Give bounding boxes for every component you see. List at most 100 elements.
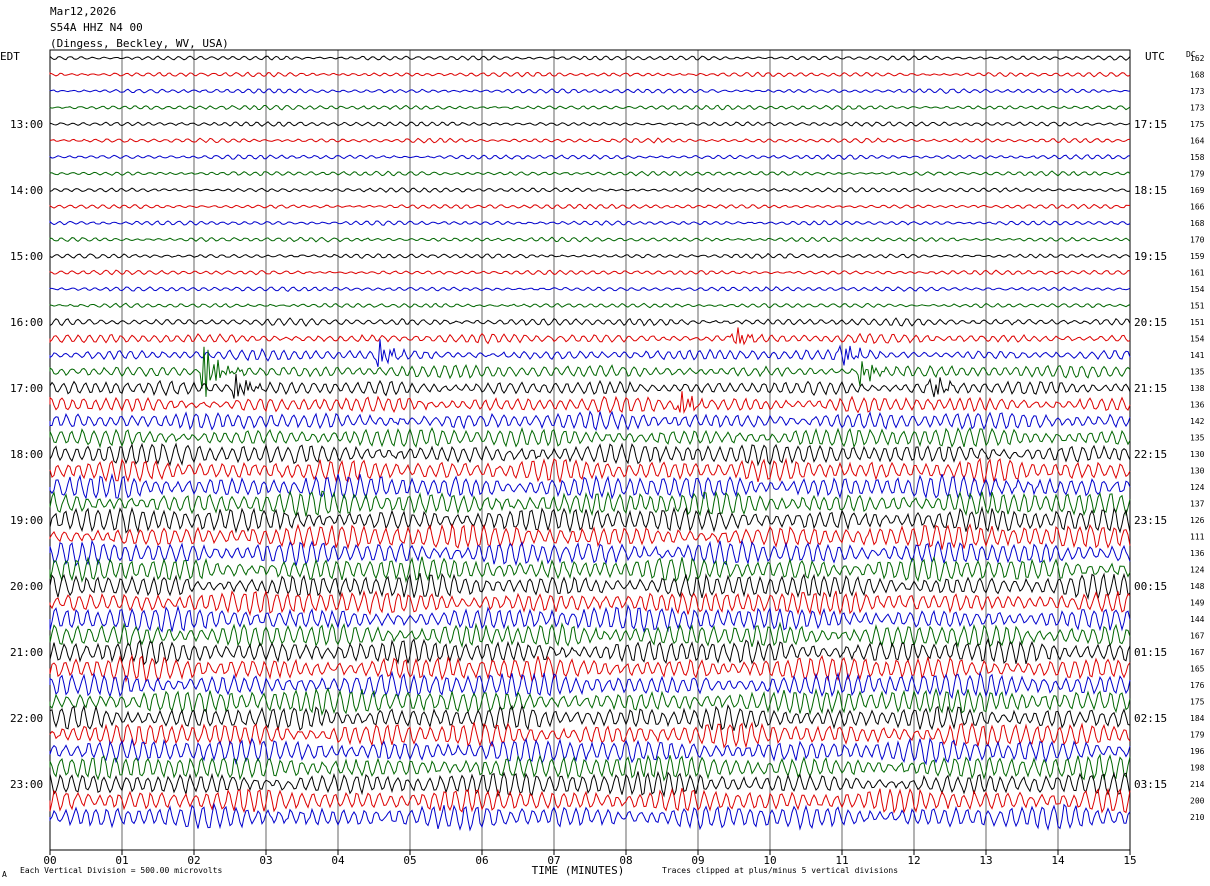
right-hour-label: 03:15 — [1134, 778, 1167, 791]
x-tick-label: 09 — [691, 854, 704, 867]
right-hour-label: 21:15 — [1134, 382, 1167, 395]
dc-offset-label: 168 — [1190, 219, 1205, 228]
x-tick-label: 04 — [331, 854, 345, 867]
dc-offset-label: 135 — [1190, 434, 1205, 443]
dc-offset-label: 137 — [1190, 500, 1205, 509]
dc-offset-label: 173 — [1190, 104, 1205, 113]
dc-label: DC — [1186, 50, 1196, 59]
clip-note: Traces clipped at plus/minus 5 vertical … — [662, 866, 899, 875]
x-tick-label: 08 — [619, 854, 632, 867]
x-axis-label: TIME (MINUTES) — [532, 864, 625, 877]
trace-line — [49, 753, 1131, 782]
dc-offset-label: 175 — [1190, 698, 1205, 707]
x-tick-label: 15 — [1123, 854, 1136, 867]
plot-frame — [49, 49, 1131, 851]
trace-line — [49, 523, 1131, 550]
trace-line — [49, 653, 1131, 683]
trace-line — [49, 374, 1131, 399]
trace-line — [49, 236, 1131, 243]
x-tick-label: 03 — [259, 854, 272, 867]
trace-line — [49, 203, 1131, 210]
dc-offset-label: 162 — [1190, 54, 1205, 63]
right-hour-label: 01:15 — [1134, 646, 1167, 659]
dc-offset-label: 175 — [1190, 120, 1205, 129]
left-hour-label: 13:00 — [10, 118, 43, 131]
right-hour-label: 23:15 — [1134, 514, 1167, 527]
trace-line — [49, 737, 1131, 766]
trace-line — [49, 670, 1131, 700]
dc-offset-label: 159 — [1190, 252, 1205, 261]
x-tick-label: 07 — [547, 854, 560, 867]
dc-offset-label: 214 — [1190, 780, 1205, 789]
trace-line — [49, 505, 1131, 534]
dc-offset-label: 130 — [1190, 467, 1205, 476]
right-hour-label: 17:15 — [1134, 118, 1167, 131]
left-hour-label: 15:00 — [10, 250, 43, 263]
left-hour-label: 22:00 — [10, 712, 43, 725]
x-tick-label: 05 — [403, 854, 416, 867]
left-hour-label: 16:00 — [10, 316, 43, 329]
left-timezone: EDT — [0, 50, 20, 63]
right-hour-label: 02:15 — [1134, 712, 1167, 725]
x-tick-label: 00 — [43, 854, 56, 867]
dc-offset-label: 198 — [1190, 764, 1205, 773]
trace-line — [49, 121, 1131, 127]
x-tick-label: 12 — [907, 854, 920, 867]
x-tick-label: 02 — [187, 854, 200, 867]
x-tick-label: 10 — [763, 854, 776, 867]
left-hour-label: 14:00 — [10, 184, 43, 197]
x-tick-label: 14 — [1051, 854, 1065, 867]
dc-offset-label: 196 — [1190, 747, 1205, 756]
dc-offset-label: 124 — [1190, 483, 1205, 492]
trace-line — [49, 302, 1131, 309]
x-tick-label: 01 — [115, 854, 128, 867]
dc-offset-label: 148 — [1190, 582, 1205, 591]
dc-offset-label: 164 — [1190, 137, 1205, 146]
trace-line — [49, 391, 1131, 414]
trace-line — [49, 219, 1131, 226]
trace-line — [49, 637, 1131, 666]
right-hour-label: 18:15 — [1134, 184, 1167, 197]
trace-line — [49, 572, 1131, 601]
trace-line — [49, 770, 1131, 798]
dc-offset-label: 135 — [1190, 368, 1205, 377]
trace-line — [49, 327, 1131, 346]
trace-line — [49, 71, 1131, 78]
dc-offset-label: 173 — [1190, 87, 1205, 96]
dc-offset-label: 170 — [1190, 236, 1205, 245]
corner-mark: A — [2, 870, 7, 879]
dc-offset-label: 168 — [1190, 71, 1205, 80]
left-hour-label: 17:00 — [10, 382, 43, 395]
location-label: (Dingess, Beckley, WV, USA) — [50, 37, 229, 50]
dc-offset-label: 176 — [1190, 681, 1205, 690]
dc-offset-label: 124 — [1190, 566, 1205, 575]
dc-offset-label: 210 — [1190, 813, 1205, 822]
x-tick-label: 13 — [979, 854, 992, 867]
left-hour-label: 20:00 — [10, 580, 43, 593]
trace-line — [49, 269, 1131, 276]
dc-offset-label: 179 — [1190, 731, 1205, 740]
trace-line — [49, 589, 1131, 617]
dc-offset-label: 166 — [1190, 203, 1205, 212]
date-label: Mar12,2026 — [50, 5, 117, 18]
trace-line — [49, 457, 1131, 483]
dc-offset-label: 149 — [1190, 599, 1205, 608]
right-hour-label: 20:15 — [1134, 316, 1167, 329]
dc-offset-label: 136 — [1190, 401, 1205, 410]
dc-offset-label: 184 — [1190, 714, 1205, 723]
trace-line — [49, 787, 1131, 815]
dc-offset-label: 151 — [1190, 318, 1205, 327]
dc-offset-label: 136 — [1190, 549, 1205, 558]
dc-offset-label: 126 — [1190, 516, 1205, 525]
chart-header: Mar12,2026 S54A HHZ N4 00 (Dingess, Beck… — [50, 4, 229, 52]
trace-line — [49, 252, 1131, 259]
dc-offset-label: 154 — [1190, 335, 1205, 344]
trace-line — [49, 442, 1131, 467]
x-tick-label: 06 — [475, 854, 488, 867]
dc-offset-label: 151 — [1190, 302, 1205, 311]
dc-offset-label: 167 — [1190, 632, 1205, 641]
left-hour-label: 23:00 — [10, 778, 43, 791]
dc-offset-label: 130 — [1190, 450, 1205, 459]
trace-line — [49, 686, 1131, 716]
left-hour-label: 18:00 — [10, 448, 43, 461]
